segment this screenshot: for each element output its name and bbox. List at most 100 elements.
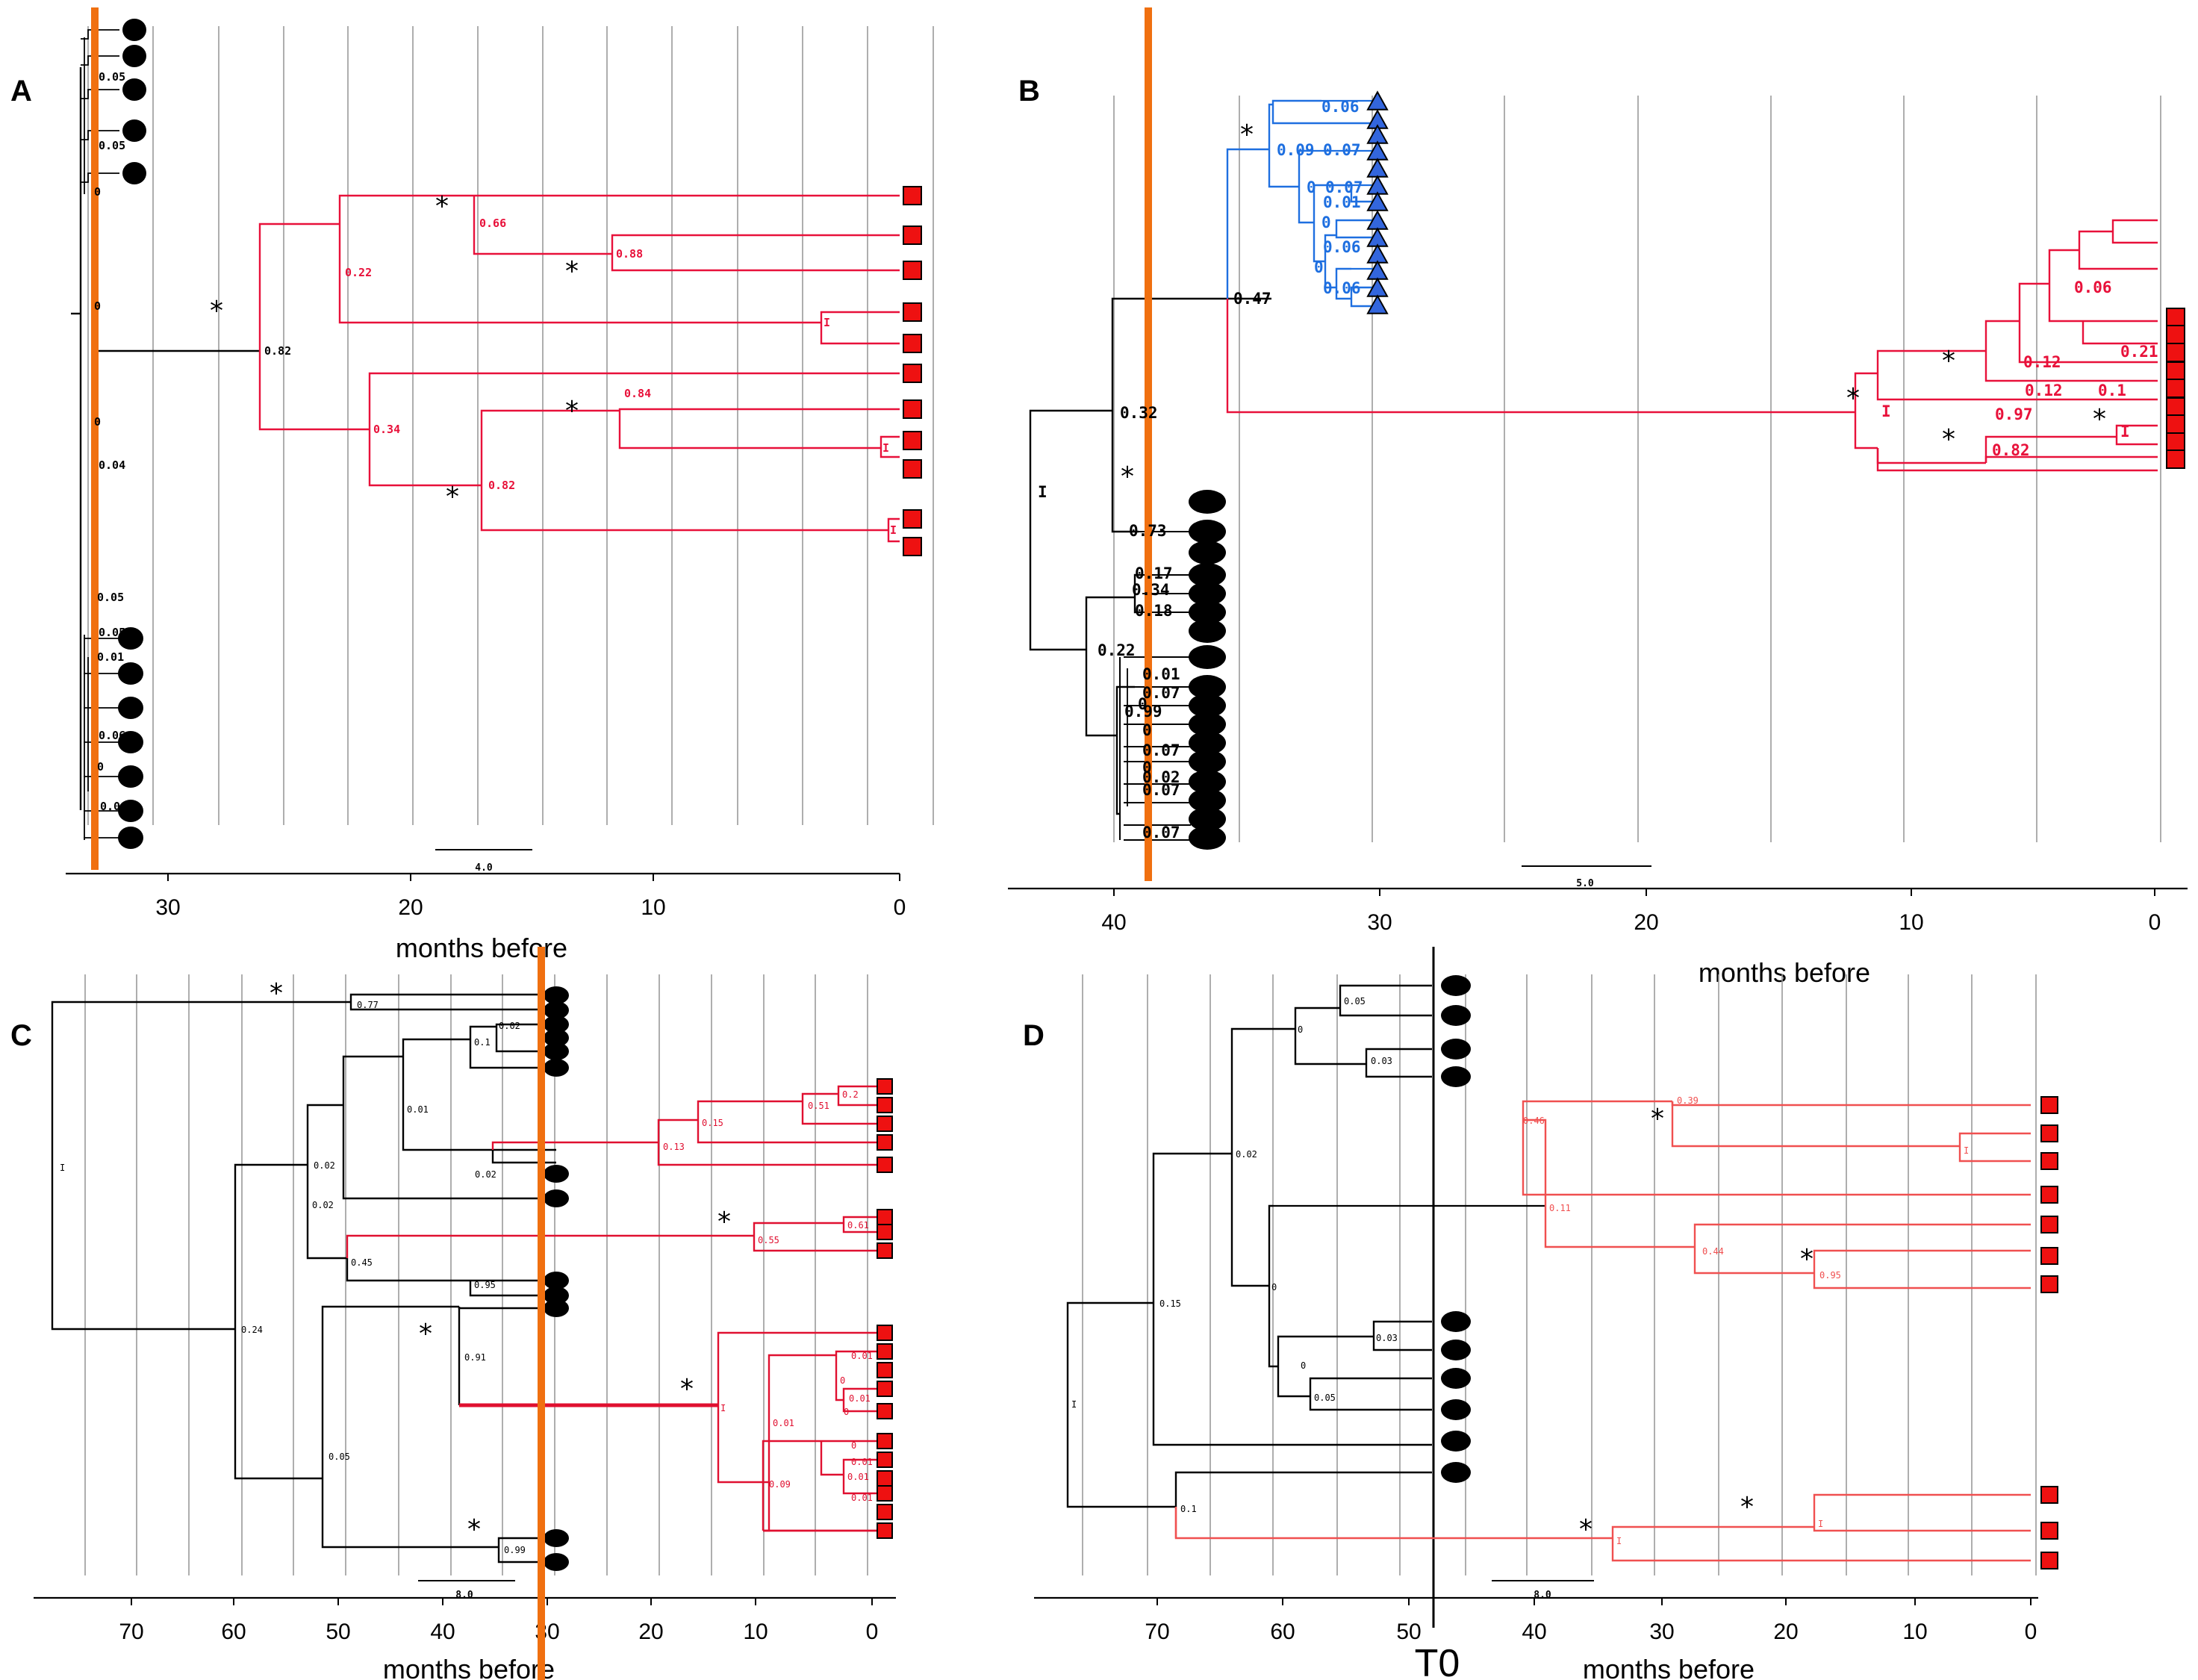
significance-star: * bbox=[565, 396, 579, 426]
branch bbox=[1984, 351, 2158, 382]
node-support-label: 0.05 bbox=[329, 1452, 350, 1462]
sample-ellipse-marker bbox=[1441, 1399, 1471, 1420]
branch bbox=[837, 1094, 877, 1107]
node-support-label: 0.02 bbox=[475, 1169, 496, 1180]
node-support-label: 0.24 bbox=[241, 1325, 263, 1335]
branch bbox=[491, 1150, 556, 1164]
panel-letter: C bbox=[10, 1019, 32, 1052]
node-support-label: 0.82 bbox=[1992, 441, 2030, 459]
node-support-label: 0.1 bbox=[474, 1037, 491, 1048]
node-support-label: I bbox=[824, 316, 830, 329]
sample-ellipse-marker bbox=[118, 697, 143, 719]
branch bbox=[480, 485, 888, 532]
axis-tick-label: 10 bbox=[743, 1620, 768, 1644]
axis-tick-label: 40 bbox=[430, 1620, 455, 1644]
branch bbox=[1372, 1337, 1432, 1351]
significance-star: * bbox=[419, 1319, 432, 1349]
branch bbox=[469, 1281, 538, 1297]
node-support-label: 0.01 bbox=[847, 1472, 869, 1482]
branch bbox=[835, 1350, 877, 1355]
sample-triangle-marker bbox=[1366, 294, 1389, 314]
sample-square-marker bbox=[877, 1242, 893, 1259]
branch bbox=[402, 1057, 493, 1151]
sample-square-marker bbox=[903, 186, 922, 205]
branch bbox=[1226, 148, 1269, 299]
sample-ellipse-marker bbox=[118, 731, 143, 753]
branch bbox=[346, 1234, 754, 1258]
sample-ellipse-marker bbox=[1441, 1462, 1471, 1483]
node-support-label: 0 bbox=[1301, 1360, 1306, 1371]
branch bbox=[1313, 184, 1351, 223]
branch bbox=[1350, 185, 1374, 203]
branch bbox=[1066, 1301, 1154, 1404]
sample-square-marker bbox=[877, 1504, 893, 1520]
branch bbox=[1854, 372, 1878, 412]
sample-ellipse-marker bbox=[1189, 712, 1226, 736]
node-support-label: 0.09 bbox=[769, 1479, 791, 1490]
node-support-label: 0.01 bbox=[407, 1104, 429, 1115]
node-support-label: 0.91 bbox=[464, 1352, 486, 1363]
axis-tick-label: 10 bbox=[641, 895, 665, 920]
branch bbox=[1958, 1132, 2031, 1146]
node-support-label: 0.02 bbox=[499, 1021, 520, 1031]
node-support-label: 0 bbox=[94, 415, 101, 429]
sample-square-marker bbox=[877, 1362, 893, 1378]
panel-letter: B bbox=[1018, 75, 1040, 108]
sample-ellipse-marker bbox=[1441, 1005, 1471, 1026]
branch bbox=[458, 1307, 538, 1310]
node-support-label: 0.82 bbox=[488, 479, 515, 492]
branch bbox=[469, 1025, 496, 1039]
branch bbox=[1335, 267, 1351, 287]
sample-ellipse-marker bbox=[122, 162, 146, 184]
axis-tick-label: 40 bbox=[1101, 910, 1126, 935]
node-support-label: 0 bbox=[1298, 1024, 1303, 1035]
sample-ellipse-marker bbox=[544, 1165, 569, 1183]
node-support-label: 0.95 bbox=[1819, 1270, 1841, 1281]
node-support-label: 0.07 bbox=[1142, 824, 1180, 841]
sample-square-marker bbox=[877, 1078, 893, 1095]
axis-tick-label: 30 bbox=[1367, 910, 1392, 935]
sample-ellipse-marker bbox=[1189, 619, 1226, 643]
node-support-label: 0.01 bbox=[851, 1457, 873, 1467]
node-support-label: 0.45 bbox=[351, 1257, 373, 1268]
branch bbox=[234, 1329, 323, 1480]
branch bbox=[801, 1101, 877, 1125]
sample-ellipse-marker bbox=[1189, 541, 1226, 564]
node-support-label: 0.02 bbox=[1142, 768, 1180, 786]
sample-square-marker bbox=[2040, 1486, 2058, 1504]
branch bbox=[306, 1104, 343, 1165]
branch bbox=[1876, 349, 1986, 373]
branch bbox=[497, 1547, 538, 1564]
node-support-label: 0.82 bbox=[264, 344, 291, 358]
branch bbox=[368, 372, 900, 429]
branch bbox=[879, 435, 900, 448]
scale-bar-label: 8.0 bbox=[1534, 1590, 1551, 1601]
node-support-label: 0.61 bbox=[847, 1220, 869, 1231]
sample-ellipse-marker bbox=[1441, 975, 1471, 996]
branch bbox=[1693, 1223, 2031, 1247]
node-support-label: 0.18 bbox=[1135, 602, 1173, 620]
branch bbox=[1174, 1471, 1432, 1507]
branch bbox=[1309, 1377, 1432, 1396]
significance-star: * bbox=[1846, 383, 1860, 414]
axis-tick-label: 20 bbox=[638, 1620, 663, 1644]
node-support-label: 0.17 bbox=[1135, 564, 1173, 582]
node-support-label: 0.01 bbox=[1142, 665, 1180, 683]
significance-star: * bbox=[210, 296, 223, 326]
branch bbox=[1813, 1273, 2031, 1289]
branch bbox=[820, 323, 900, 345]
axis-tick-label: 0 bbox=[866, 1620, 879, 1644]
branch bbox=[338, 194, 474, 224]
branch bbox=[657, 1142, 877, 1166]
branch bbox=[473, 196, 612, 255]
node-support-label: 0.22 bbox=[1098, 641, 1136, 659]
sample-ellipse-marker bbox=[544, 1189, 569, 1207]
branch bbox=[234, 1163, 308, 1329]
branch bbox=[611, 254, 900, 272]
node-support-label: 0.05 bbox=[97, 591, 124, 604]
branch bbox=[1854, 412, 1878, 449]
branch bbox=[1111, 411, 1125, 533]
branch bbox=[717, 1405, 769, 1484]
